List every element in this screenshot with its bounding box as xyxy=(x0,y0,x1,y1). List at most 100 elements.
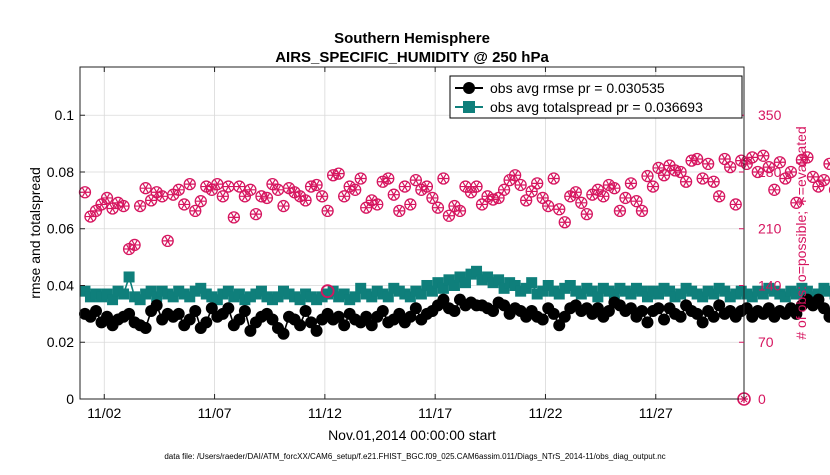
rmse-point xyxy=(697,316,709,328)
rmse-point xyxy=(653,302,665,314)
rmse-point xyxy=(151,299,163,311)
spread-point xyxy=(118,289,129,300)
y-tick-label: 0.06 xyxy=(47,221,74,237)
y2-tick-label: 0 xyxy=(758,391,766,407)
y-tick-label: 0.1 xyxy=(55,107,75,123)
data-file-footer: data file: /Users/raeder/DAI/ATM_forcXX/… xyxy=(0,452,830,461)
rmse-point xyxy=(222,302,234,314)
y-tick-label: 0.04 xyxy=(47,277,74,293)
obs-evaluated-point xyxy=(576,198,586,207)
spread-point xyxy=(124,271,135,282)
obs-evaluated-point xyxy=(185,180,195,189)
obs-evaluated-point xyxy=(356,174,366,183)
obs-evaluated-point xyxy=(714,192,724,201)
x-tick-label: 11/12 xyxy=(308,405,342,421)
obs-evaluated-point xyxy=(389,190,399,199)
rmse-point xyxy=(338,319,350,331)
x-tick-label: 11/27 xyxy=(639,405,673,421)
obs-evaluated-point xyxy=(80,188,90,197)
obs-evaluated-point xyxy=(223,182,233,191)
y2-tick-label: 210 xyxy=(758,221,782,237)
rmse-point xyxy=(636,305,648,317)
obs-evaluated-point xyxy=(400,182,410,191)
obs-evaluated-point xyxy=(394,207,404,216)
rmse-point xyxy=(173,308,185,320)
x-tick-label: 11/02 xyxy=(87,405,121,421)
obs-evaluated-point xyxy=(179,200,189,209)
obs-evaluated-point xyxy=(703,160,713,169)
obs-evaluated-point xyxy=(279,202,289,211)
obs-evaluated-point xyxy=(135,202,145,211)
obs-evaluated-point xyxy=(648,182,658,191)
obs-evaluated-point xyxy=(196,197,206,206)
x-tick-label: 11/07 xyxy=(198,405,232,421)
obs-evaluated-point xyxy=(549,174,559,183)
x-axis-label: Nov.01,2014 00:00:00 start xyxy=(328,427,496,443)
obs-evaluated-point xyxy=(339,192,349,201)
spread-point xyxy=(824,286,830,297)
obs-evaluated-point xyxy=(631,197,641,206)
obs-evaluated-point xyxy=(411,176,421,185)
legend-spread-marker xyxy=(463,101,475,113)
x-tick-label: 11/17 xyxy=(418,405,452,421)
y2-tick-label: 140 xyxy=(758,277,782,293)
obs-evaluated-point xyxy=(427,194,437,203)
obs-evaluated-point xyxy=(554,205,564,214)
y-tick-label: 0 xyxy=(66,391,74,407)
y2-tick-label: 280 xyxy=(758,164,782,180)
rmse-point xyxy=(708,311,720,323)
obs-evaluated-point xyxy=(516,181,526,190)
obs-evaluated-point xyxy=(769,185,779,194)
rmse-point xyxy=(448,305,460,317)
rmse-point xyxy=(641,316,653,328)
obs-evaluated-point xyxy=(405,200,415,209)
x-tick-label: 11/22 xyxy=(528,405,562,421)
rmse-point xyxy=(377,305,389,317)
obs-evaluated-point xyxy=(637,207,647,216)
rmse-point xyxy=(90,305,102,317)
y2-tick-label: 350 xyxy=(758,107,782,123)
obs-evaluated-point xyxy=(626,179,636,188)
obs-evaluated-point xyxy=(190,207,200,216)
rmse-point xyxy=(300,305,312,317)
obs-evaluated-point xyxy=(323,207,333,216)
legend: obs avg rmse pr = 0.030535 obs avg total… xyxy=(450,76,742,118)
obs-evaluated-point xyxy=(438,174,448,183)
series-layer xyxy=(79,150,830,405)
obs-evaluated-point xyxy=(218,192,228,201)
obs-evaluated-point xyxy=(444,211,454,220)
obs-evaluated-point xyxy=(615,207,625,216)
rmse-point xyxy=(189,305,201,317)
obs-evaluated-point xyxy=(642,172,652,181)
rmse-point xyxy=(140,322,152,334)
obs-evaluated-point xyxy=(808,173,818,182)
obs-evaluated-point xyxy=(698,174,708,183)
obs-evaluated-point xyxy=(620,194,630,203)
obs-evaluated-point xyxy=(709,177,719,186)
obs-evaluated-point xyxy=(141,184,151,193)
obs-evaluated-point xyxy=(163,237,173,246)
obs-evaluated-point xyxy=(731,200,741,209)
rmse-point xyxy=(200,316,212,328)
rmse-point xyxy=(675,311,687,323)
obs-evaluated-point xyxy=(758,151,768,160)
obs-evaluated-point xyxy=(433,203,443,212)
y-tick-label: 0.08 xyxy=(47,164,74,180)
obs-evaluated-point xyxy=(521,196,531,205)
rmse-point xyxy=(239,305,251,317)
rmse-point xyxy=(311,325,323,337)
obs-evaluated-point xyxy=(681,177,691,186)
y-axis-label: rmse and totalspread xyxy=(27,167,43,299)
y-tick-label: 0.02 xyxy=(47,334,74,350)
legend-spread-label: obs avg totalspread pr = 0.036693 xyxy=(490,99,703,115)
legend-rmse-marker xyxy=(463,82,475,94)
obs-evaluated-point xyxy=(229,213,239,222)
rmse-point xyxy=(278,328,290,340)
obs-evaluated-point xyxy=(317,192,327,201)
obs-evaluated-point xyxy=(582,210,592,219)
obs-evaluated-point xyxy=(234,182,244,191)
spread-point xyxy=(526,277,537,288)
axis-ticks: 11/02 11/07 11/12 11/17 11/22 11/27 0 0.02 0.04 0… xyxy=(47,67,782,421)
chart-title: Southern Hemisphere xyxy=(334,30,490,47)
